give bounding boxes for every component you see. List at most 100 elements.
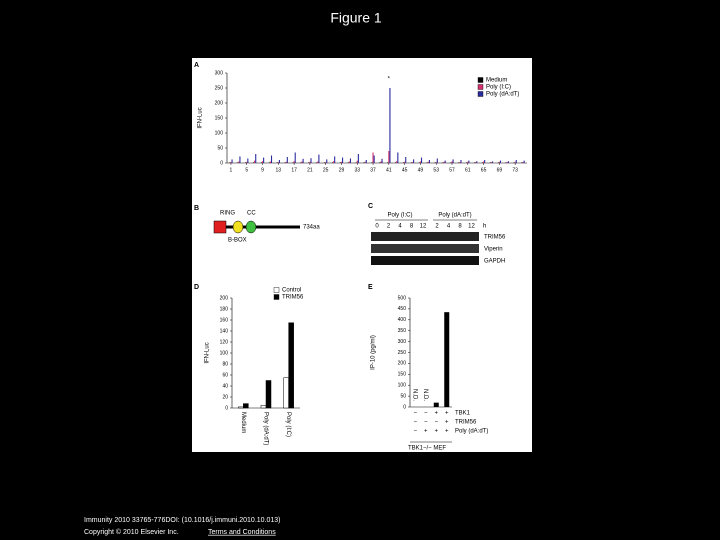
sign: − (434, 420, 438, 426)
bar (404, 161, 406, 163)
bar (238, 161, 240, 163)
ring-domain (213, 220, 227, 234)
bar (498, 161, 500, 163)
bar (444, 160, 446, 163)
bar (334, 156, 336, 163)
y-axis-label: IP-10 (pg/ml) (371, 335, 377, 370)
slide-title: Figure 1 (330, 10, 382, 26)
x-tick-label: 41 (386, 167, 392, 173)
bar (379, 162, 381, 163)
bar (263, 157, 265, 163)
bar (230, 162, 232, 163)
bar (308, 162, 310, 163)
y-tick-label: 160 (220, 317, 229, 323)
bar (340, 161, 343, 163)
bar (483, 161, 485, 163)
y-axis-label: IFN-Luc (205, 342, 211, 363)
y-tick-label: 450 (398, 306, 407, 312)
bar (278, 160, 280, 163)
bar (426, 162, 428, 163)
y-tick-label: 100 (220, 350, 229, 356)
x-tick-label: 53 (433, 167, 439, 173)
bar (514, 161, 516, 163)
sign: + (424, 429, 428, 435)
y-tick-label: 80 (222, 361, 228, 367)
time-label: 8 (458, 224, 462, 230)
bar (254, 160, 256, 163)
figure (192, 58, 532, 452)
bar (294, 152, 296, 163)
x-tick-label: 33 (354, 167, 360, 173)
time-label: 2 (387, 224, 391, 230)
y-tick-label: 20 (222, 394, 228, 400)
y-tick-label: 500 (398, 295, 407, 301)
bar (316, 162, 318, 163)
bar (302, 158, 304, 163)
bar (506, 162, 508, 163)
bar (444, 312, 450, 407)
domain-label: CC (247, 211, 256, 217)
citation: Immunity 2010 33765-776DOI: (10.1016/j.i… (84, 517, 281, 524)
x-tick-label: 29 (339, 167, 345, 173)
bar (507, 161, 509, 163)
condition-label: TRIM56 (455, 420, 477, 426)
x-tick-label: 37 (370, 167, 376, 173)
bar (288, 322, 294, 409)
y-tick-label: 50 (217, 145, 223, 151)
bar (497, 162, 499, 163)
sign: − (413, 429, 417, 435)
sign: + (445, 420, 449, 426)
bar (411, 162, 414, 163)
bar (522, 162, 524, 163)
bar (396, 161, 398, 163)
bar (434, 162, 436, 163)
gene-label: Viperin (484, 247, 503, 253)
y-tick-label: 120 (220, 339, 229, 345)
annotation: N.D. (422, 389, 428, 401)
bar (270, 155, 273, 163)
y-tick-label: 200 (398, 361, 407, 367)
bar (283, 377, 289, 409)
bar (231, 159, 233, 163)
bar (418, 162, 420, 163)
bar (481, 162, 484, 163)
bar (284, 162, 286, 163)
sign: + (445, 411, 449, 417)
bar (521, 162, 523, 163)
bar (505, 162, 507, 163)
y-tick-label: 0 (403, 404, 406, 410)
legend-swatch (477, 91, 484, 97)
bar (301, 161, 303, 163)
y-tick-label: 250 (398, 350, 407, 356)
y-tick-label: 180 (220, 306, 229, 312)
bar (348, 161, 350, 163)
bar (451, 161, 453, 163)
x-tick-label: 5 (245, 167, 248, 173)
bar (339, 162, 341, 163)
panel-label: A (194, 62, 199, 69)
bar (326, 159, 328, 163)
sign: − (413, 420, 417, 426)
bar (286, 157, 288, 163)
bar (349, 158, 352, 163)
time-label: 12 (468, 224, 475, 230)
bar (443, 161, 445, 163)
bar (410, 162, 412, 163)
bar (310, 158, 312, 163)
x-tick-label: 69 (497, 167, 503, 173)
bar (243, 403, 249, 409)
bar (380, 161, 382, 163)
bar (317, 161, 319, 163)
terms-link[interactable]: Terms and Conditions (208, 529, 276, 536)
bar (433, 402, 439, 407)
panel-label: E (368, 284, 373, 291)
x-tick-label: 9 (261, 167, 264, 173)
x-tick-label: 57 (449, 167, 455, 173)
y-tick-label: 150 (398, 372, 407, 378)
x-tick-label: 21 (307, 167, 313, 173)
bar (357, 154, 359, 163)
bar (372, 152, 374, 163)
y-tick-label: 400 (398, 317, 407, 323)
y-tick-label: 0 (225, 405, 228, 411)
